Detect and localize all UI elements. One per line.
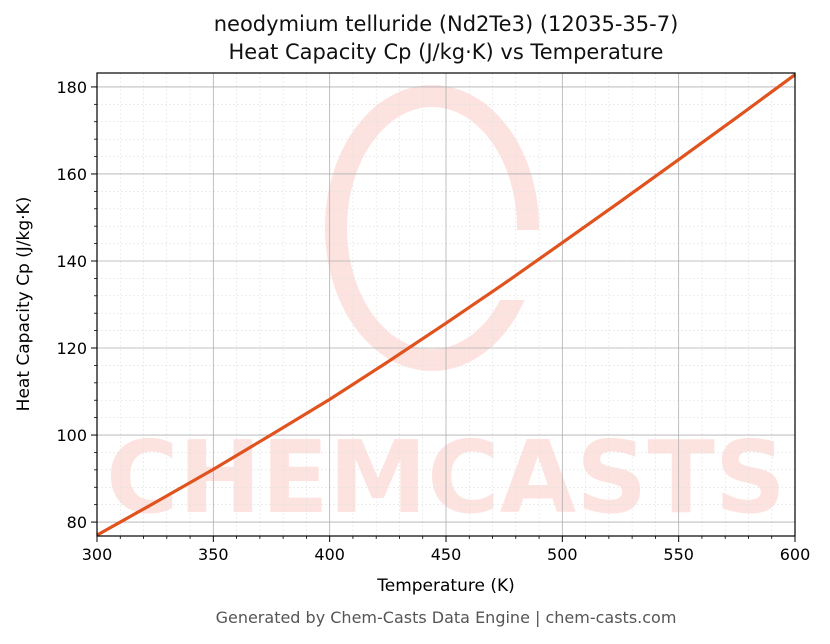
svg-text:550: 550	[663, 545, 694, 564]
footer-credit: Generated by Chem-Casts Data Engine | ch…	[215, 608, 677, 627]
axis-ticks: 300 350 400 450 500 550 600 80 100 120 140 160 180	[56, 78, 810, 564]
svg-text:100: 100	[56, 426, 87, 445]
x-axis-label: Temperature (K)	[377, 576, 515, 596]
y-axis-label: Heat Capacity Cp (J/kg·K)	[14, 196, 34, 412]
svg-text:80: 80	[67, 513, 87, 532]
svg-text:500: 500	[547, 545, 578, 564]
svg-text:120: 120	[56, 339, 87, 358]
svg-text:400: 400	[314, 545, 345, 564]
svg-text:300: 300	[82, 545, 113, 564]
svg-text:350: 350	[198, 545, 229, 564]
svg-text:140: 140	[56, 252, 87, 271]
chart-subtitle: Heat Capacity Cp (J/kg·K) vs Temperature	[228, 40, 664, 64]
chart-title: neodymium telluride (Nd2Te3) (12035-35-7…	[213, 12, 679, 36]
data-series	[96, 73, 796, 537]
svg-text:160: 160	[56, 165, 87, 184]
svg-text:450: 450	[431, 545, 462, 564]
svg-text:180: 180	[56, 78, 87, 97]
svg-text:600: 600	[780, 545, 811, 564]
